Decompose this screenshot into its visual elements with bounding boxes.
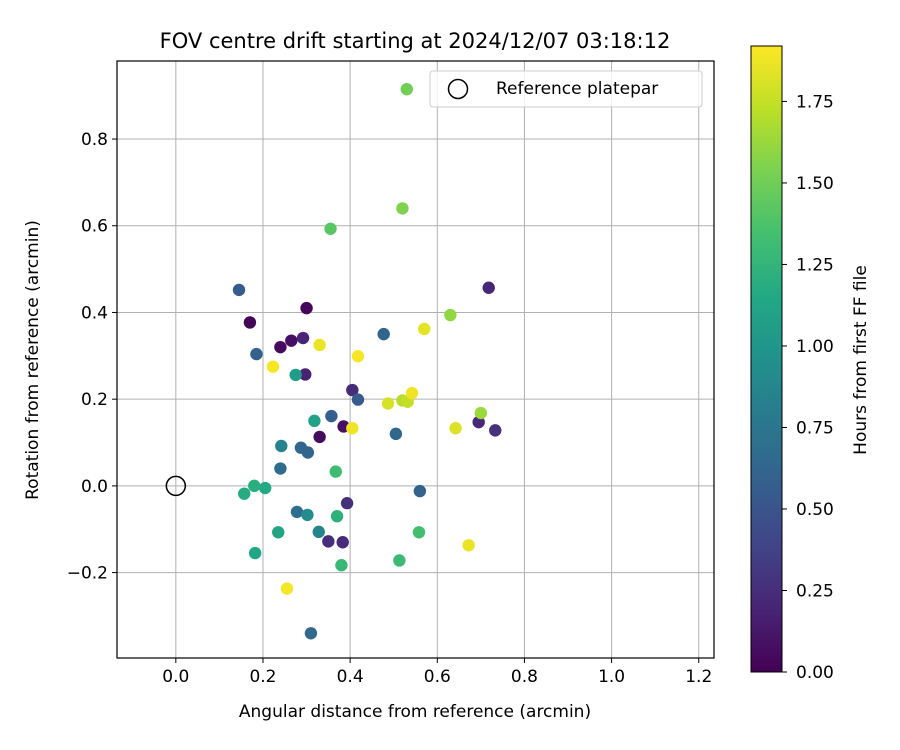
data-point bbox=[296, 331, 310, 345]
y-axis-label: Rotation from reference (arcmin) bbox=[23, 220, 43, 500]
legend: Reference platepar bbox=[429, 70, 703, 108]
data-point bbox=[377, 327, 390, 341]
data-point bbox=[351, 393, 365, 406]
x-tick-label: 0.8 bbox=[511, 667, 538, 687]
data-point bbox=[482, 281, 495, 294]
data-point bbox=[266, 360, 280, 373]
colorbar-label: Hours from first FF file bbox=[851, 265, 871, 455]
colorbar-tick-label: 0.25 bbox=[796, 581, 834, 601]
x-tick-label: 0.0 bbox=[162, 667, 189, 687]
data-point bbox=[389, 427, 403, 441]
data-point bbox=[274, 340, 287, 354]
legend-reference-marker bbox=[447, 78, 469, 100]
x-tick-label: 0.6 bbox=[424, 667, 451, 687]
colorbar-tick-label: 1.50 bbox=[796, 174, 834, 194]
y-tick-label: 0.2 bbox=[81, 390, 108, 410]
data-point bbox=[340, 497, 354, 510]
legend-label: Reference platepar bbox=[496, 79, 658, 99]
data-point bbox=[232, 283, 246, 297]
data-point bbox=[299, 368, 312, 381]
data-point bbox=[393, 554, 406, 567]
reference-point-marker bbox=[165, 475, 187, 497]
data-point bbox=[275, 439, 288, 453]
data-point bbox=[462, 539, 475, 552]
data-point bbox=[258, 481, 272, 495]
x-tick-label: 1.0 bbox=[598, 667, 625, 687]
data-point bbox=[400, 82, 413, 96]
colorbar: 0.00 0.25 0.50 0.75 1.00 1.25 1.50 1.75 Hours f… bbox=[750, 45, 871, 683]
data-point bbox=[412, 526, 426, 539]
data-point bbox=[381, 397, 395, 410]
plot-frame bbox=[116, 60, 715, 659]
colorbar-gradient bbox=[750, 45, 783, 673]
data-point bbox=[418, 322, 431, 336]
y-tick-label: 0.8 bbox=[81, 130, 108, 150]
y-tick-label: 0.0 bbox=[81, 477, 108, 497]
data-point bbox=[336, 536, 349, 549]
data-point bbox=[346, 383, 359, 397]
data-point bbox=[272, 526, 285, 539]
data-point bbox=[238, 487, 251, 500]
data-point bbox=[335, 559, 348, 572]
data-point bbox=[444, 308, 457, 322]
grid-lines bbox=[117, 61, 714, 658]
data-point bbox=[300, 301, 313, 315]
data-point bbox=[396, 202, 409, 215]
data-point bbox=[329, 465, 342, 478]
colorbar-tick-label: 1.75 bbox=[796, 92, 834, 112]
data-point bbox=[289, 368, 302, 382]
chart-title: FOV centre drift starting at 2024/12/07 … bbox=[160, 29, 671, 53]
data-point bbox=[313, 430, 326, 444]
data-point bbox=[248, 546, 262, 560]
data-point bbox=[274, 462, 287, 475]
data-point bbox=[489, 424, 502, 437]
x-tick-label: 1.2 bbox=[685, 667, 712, 687]
data-point bbox=[322, 535, 335, 548]
data-point bbox=[325, 409, 338, 423]
colorbar-tick-label: 0.00 bbox=[796, 663, 834, 683]
data-point bbox=[346, 422, 359, 435]
data-point bbox=[285, 334, 298, 347]
data-point bbox=[301, 508, 314, 522]
y-tick-label: 0.4 bbox=[81, 303, 108, 323]
data-point bbox=[294, 441, 308, 454]
colorbar-tick-label: 1.00 bbox=[796, 337, 834, 357]
data-point bbox=[304, 627, 318, 640]
colorbar-tick-label: 0.75 bbox=[796, 418, 834, 438]
reference-marker bbox=[165, 475, 187, 497]
data-point bbox=[280, 582, 294, 595]
data-point bbox=[312, 525, 325, 539]
data-points bbox=[232, 82, 502, 640]
data-point bbox=[413, 484, 427, 498]
colorbar-tick-label: 0.50 bbox=[796, 500, 834, 520]
colorbar-tick-label: 1.25 bbox=[796, 255, 834, 275]
data-point bbox=[324, 222, 337, 235]
data-point bbox=[308, 414, 321, 428]
y-axis-ticks: −0.2 0.0 0.2 0.4 0.6 0.8 bbox=[67, 130, 117, 584]
x-tick-label: 0.2 bbox=[249, 667, 276, 687]
data-point bbox=[330, 510, 344, 523]
legend-box bbox=[429, 70, 703, 108]
data-point bbox=[248, 479, 261, 493]
y-tick-label: −0.2 bbox=[67, 564, 108, 584]
data-point bbox=[405, 386, 419, 400]
colorbar-ticks: 0.00 0.25 0.50 0.75 1.00 1.25 1.50 1.75 bbox=[782, 92, 834, 683]
data-point bbox=[313, 338, 326, 352]
x-axis-ticks: 0.0 0.2 0.4 0.6 0.8 1.0 1.2 bbox=[162, 658, 712, 687]
data-point bbox=[449, 422, 462, 435]
x-axis-label: Angular distance from reference (arcmin) bbox=[239, 702, 591, 722]
data-point bbox=[250, 347, 263, 361]
data-point bbox=[243, 316, 257, 329]
data-point bbox=[290, 505, 304, 519]
data-point bbox=[351, 350, 365, 363]
y-tick-label: 0.6 bbox=[81, 217, 108, 237]
x-tick-label: 0.4 bbox=[337, 667, 364, 687]
data-point bbox=[474, 406, 488, 420]
